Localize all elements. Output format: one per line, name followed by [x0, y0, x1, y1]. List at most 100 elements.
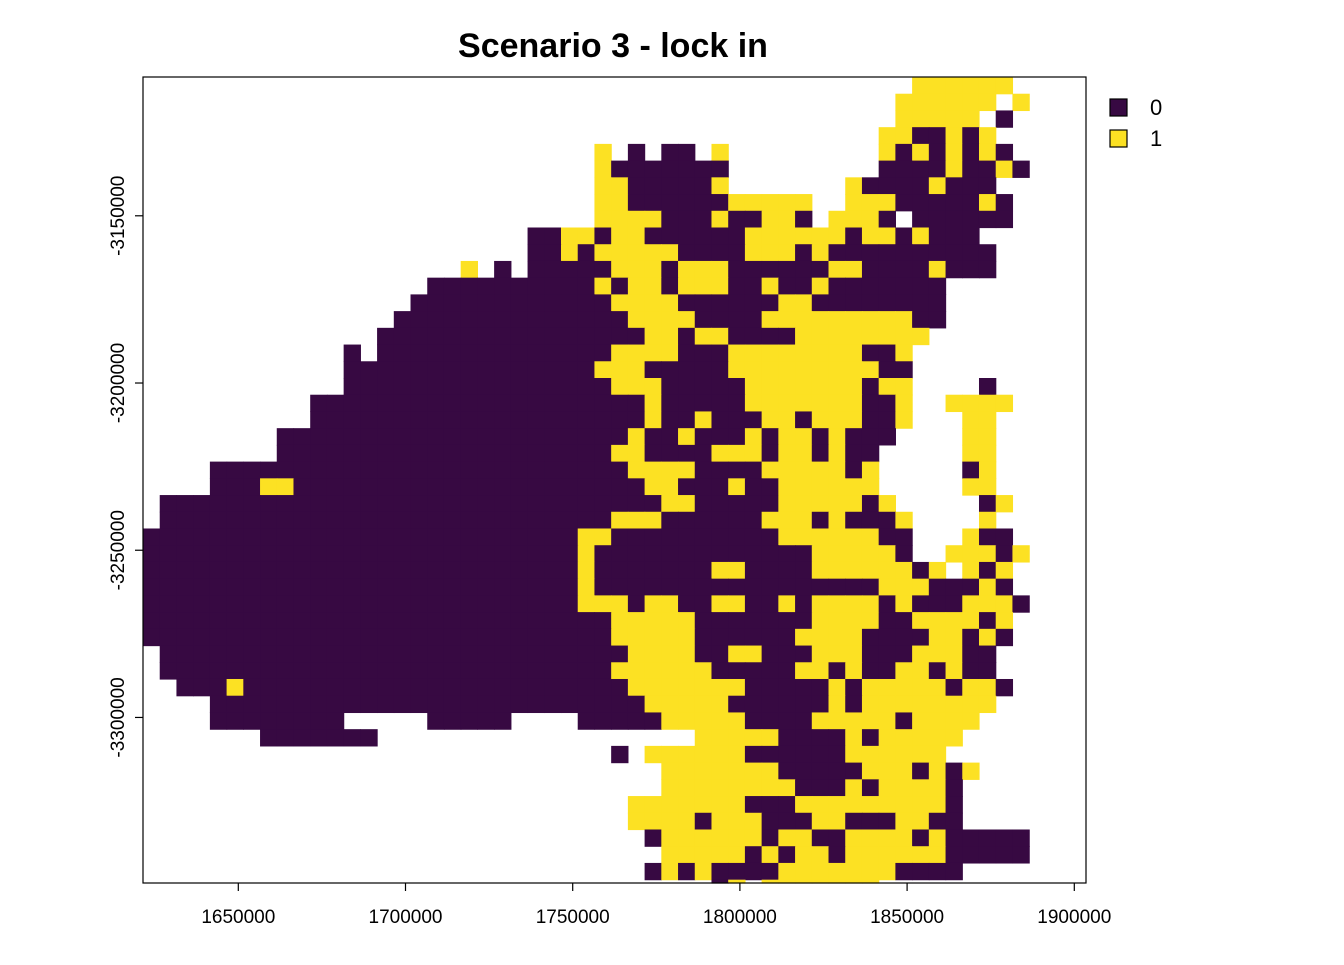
raster-cell: [594, 662, 612, 680]
raster-cell: [962, 110, 980, 128]
raster-cell: [744, 545, 763, 563]
raster-cell: [577, 244, 596, 262]
raster-cell: [962, 695, 980, 714]
raster-cell: [945, 678, 963, 697]
raster-cell: [627, 796, 646, 814]
raster-cell: [711, 545, 729, 563]
raster-cell: [811, 729, 830, 747]
raster-cell: [828, 796, 846, 814]
x-axis: 1650000 1700000 1750000 1800000 1850000 19000…: [201, 883, 1111, 928]
raster-cell: [544, 428, 562, 446]
raster-cell: [778, 478, 796, 496]
raster-cell: [661, 160, 679, 178]
raster-cell: [494, 712, 512, 730]
raster-cell: [377, 461, 395, 479]
raster-cell: [360, 578, 378, 596]
raster-cell: [845, 829, 863, 847]
raster-cell: [276, 612, 295, 630]
plot-frame: [142, 76, 1087, 884]
raster-cell: [828, 428, 846, 446]
raster-cell: [895, 311, 913, 329]
raster-cell: [561, 495, 579, 513]
raster-cell: [861, 361, 880, 379]
raster-cell: [577, 394, 596, 413]
raster-cell: [443, 327, 462, 346]
raster-cell: [744, 227, 763, 245]
raster-cell: [711, 595, 729, 613]
raster-cell: [276, 628, 295, 647]
raster-cell: [443, 378, 462, 396]
raster-cell: [527, 277, 545, 295]
raster-cell: [393, 411, 412, 429]
raster-cell: [828, 829, 846, 847]
raster-cell: [527, 528, 545, 546]
raster-cell: [561, 378, 579, 396]
raster-cell: [661, 662, 679, 680]
raster-cell: [978, 194, 997, 212]
raster-cell: [828, 612, 846, 630]
raster-cell: [410, 678, 428, 697]
raster-cell: [928, 210, 947, 229]
raster-cell: [711, 143, 729, 162]
raster-cell: [243, 461, 261, 479]
raster-cell: [276, 729, 295, 747]
raster-cell: [845, 812, 863, 831]
raster-cell: [209, 645, 228, 663]
raster-cell: [226, 645, 244, 663]
raster-cell: [544, 361, 562, 379]
raster-cell: [928, 829, 947, 847]
raster-cell: [828, 361, 846, 379]
raster-cell: [611, 495, 629, 513]
raster-cell: [728, 779, 746, 797]
raster-layer: [143, 77, 1030, 884]
raster-cell: [945, 595, 963, 613]
raster-cell: [744, 829, 763, 847]
raster-cell: [577, 277, 596, 295]
raster-cell: [544, 244, 562, 262]
raster-cell: [561, 612, 579, 630]
raster-cell: [761, 327, 779, 346]
raster-cell: [544, 545, 562, 563]
raster-cell: [744, 444, 763, 463]
raster-cell: [260, 729, 278, 747]
raster-cell: [427, 662, 445, 680]
raster-cell: [978, 511, 997, 530]
raster-cell: [912, 695, 930, 714]
raster-cell: [845, 394, 863, 413]
raster-cell: [226, 578, 244, 596]
raster-cell: [962, 160, 980, 178]
raster-cell: [661, 678, 679, 697]
raster-cell: [845, 461, 863, 479]
raster-cell: [1012, 846, 1030, 864]
raster-cell: [494, 378, 512, 396]
raster-cell: [577, 344, 596, 362]
raster-cell: [460, 528, 478, 546]
y-tick-label: -3300000: [108, 677, 129, 757]
raster-cell: [443, 712, 462, 730]
raster-cell: [209, 612, 228, 630]
raster-cell: [176, 528, 194, 546]
raster-cell: [744, 745, 763, 764]
raster-cell: [393, 678, 412, 697]
raster-cell: [878, 194, 896, 212]
raster-cell: [928, 93, 947, 112]
raster-cell: [326, 394, 345, 413]
raster-cell: [477, 528, 495, 546]
raster-cell: [510, 394, 529, 413]
raster-cell: [611, 394, 629, 413]
raster-cell: [761, 729, 779, 747]
raster-cell: [828, 327, 846, 346]
raster-cell: [962, 143, 980, 162]
raster-cell: [393, 478, 412, 496]
raster-cell: [945, 260, 963, 279]
raster-cell: [761, 846, 779, 864]
raster-cell: [795, 361, 813, 379]
raster-cell: [895, 160, 913, 178]
raster-cell: [343, 595, 361, 613]
raster-cell: [811, 294, 830, 312]
raster-cell: [945, 779, 963, 797]
raster-cell: [527, 327, 545, 346]
raster-cell: [644, 545, 662, 563]
raster-cell: [828, 344, 846, 362]
raster-cell: [393, 511, 412, 530]
